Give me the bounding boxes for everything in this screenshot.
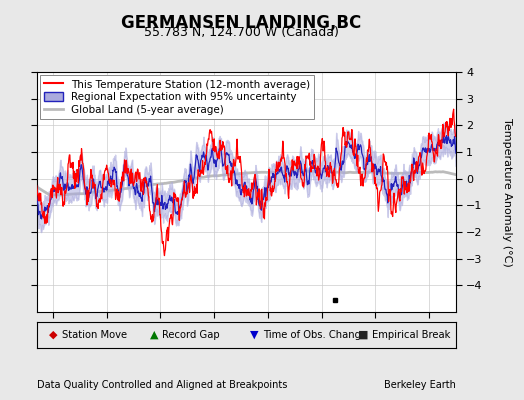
- Text: ■: ■: [358, 330, 369, 340]
- Text: Record Gap: Record Gap: [162, 330, 220, 340]
- Text: ▼: ▼: [250, 330, 259, 340]
- Legend: This Temperature Station (12-month average), Regional Expectation with 95% uncer: This Temperature Station (12-month avera…: [40, 75, 314, 119]
- Y-axis label: Temperature Anomaly (°C): Temperature Anomaly (°C): [502, 118, 512, 266]
- Text: ◆: ◆: [49, 330, 58, 340]
- Text: Empirical Break: Empirical Break: [372, 330, 451, 340]
- Text: GERMANSEN LANDING,BC: GERMANSEN LANDING,BC: [121, 14, 361, 32]
- Text: Time of Obs. Change: Time of Obs. Change: [263, 330, 367, 340]
- Text: Data Quality Controlled and Aligned at Breakpoints: Data Quality Controlled and Aligned at B…: [37, 380, 287, 390]
- Text: ▲: ▲: [150, 330, 158, 340]
- Text: 55.783 N, 124.700 W (Canada): 55.783 N, 124.700 W (Canada): [144, 26, 339, 39]
- Text: Station Move: Station Move: [62, 330, 127, 340]
- Text: Berkeley Earth: Berkeley Earth: [384, 380, 456, 390]
